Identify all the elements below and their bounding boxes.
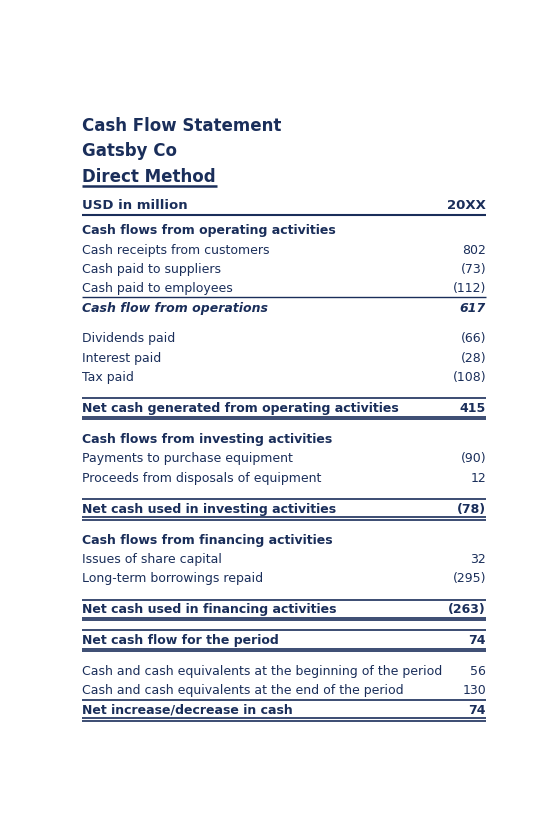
Text: 12: 12	[470, 472, 486, 484]
Text: Cash flows from investing activities: Cash flows from investing activities	[82, 432, 332, 446]
Text: (28): (28)	[460, 351, 486, 364]
Text: 415: 415	[460, 401, 486, 415]
Text: 32: 32	[470, 553, 486, 565]
Text: 802: 802	[462, 243, 486, 256]
Text: (295): (295)	[453, 572, 486, 584]
Text: Net cash used in financing activities: Net cash used in financing activities	[82, 603, 336, 615]
Text: 20XX: 20XX	[447, 199, 486, 212]
Text: Cash Flow Statement: Cash Flow Statement	[82, 116, 281, 135]
Text: Direct Method: Direct Method	[82, 168, 215, 186]
Text: (263): (263)	[448, 603, 486, 615]
Text: Gatsby Co: Gatsby Co	[82, 142, 177, 161]
Text: (90): (90)	[460, 451, 486, 465]
Text: 130: 130	[463, 684, 486, 696]
Text: Proceeds from disposals of equipment: Proceeds from disposals of equipment	[82, 472, 321, 484]
Text: 74: 74	[469, 703, 486, 716]
Text: Cash paid to suppliers: Cash paid to suppliers	[82, 263, 221, 276]
Text: Long-term borrowings repaid: Long-term borrowings repaid	[82, 572, 263, 584]
Text: 56: 56	[470, 665, 486, 677]
Text: 617: 617	[460, 301, 486, 314]
Text: Dividends paid: Dividends paid	[82, 332, 175, 345]
Text: Cash and cash equivalents at the beginning of the period: Cash and cash equivalents at the beginni…	[82, 665, 442, 677]
Text: Interest paid: Interest paid	[82, 351, 161, 364]
Text: Cash and cash equivalents at the end of the period: Cash and cash equivalents at the end of …	[82, 684, 404, 696]
Text: 74: 74	[469, 634, 486, 646]
Text: Net cash used in investing activities: Net cash used in investing activities	[82, 502, 336, 515]
Text: Cash flows from financing activities: Cash flows from financing activities	[82, 533, 332, 546]
Text: Cash receipts from customers: Cash receipts from customers	[82, 243, 269, 256]
Text: Tax paid: Tax paid	[82, 370, 134, 384]
Text: Cash flow from operations: Cash flow from operations	[82, 301, 268, 314]
Text: Net cash generated from operating activities: Net cash generated from operating activi…	[82, 401, 399, 415]
Text: Cash paid to employees: Cash paid to employees	[82, 282, 232, 295]
Text: (108): (108)	[453, 370, 486, 384]
Text: (112): (112)	[453, 282, 486, 295]
Text: Payments to purchase equipment: Payments to purchase equipment	[82, 451, 293, 465]
Text: Cash flows from operating activities: Cash flows from operating activities	[82, 224, 336, 237]
Text: Net increase/decrease in cash: Net increase/decrease in cash	[82, 703, 293, 716]
Text: Issues of share capital: Issues of share capital	[82, 553, 222, 565]
Text: (73): (73)	[460, 263, 486, 276]
Text: (78): (78)	[457, 502, 486, 515]
Text: USD in million: USD in million	[82, 199, 188, 212]
Text: Net cash flow for the period: Net cash flow for the period	[82, 634, 279, 646]
Text: (66): (66)	[460, 332, 486, 345]
